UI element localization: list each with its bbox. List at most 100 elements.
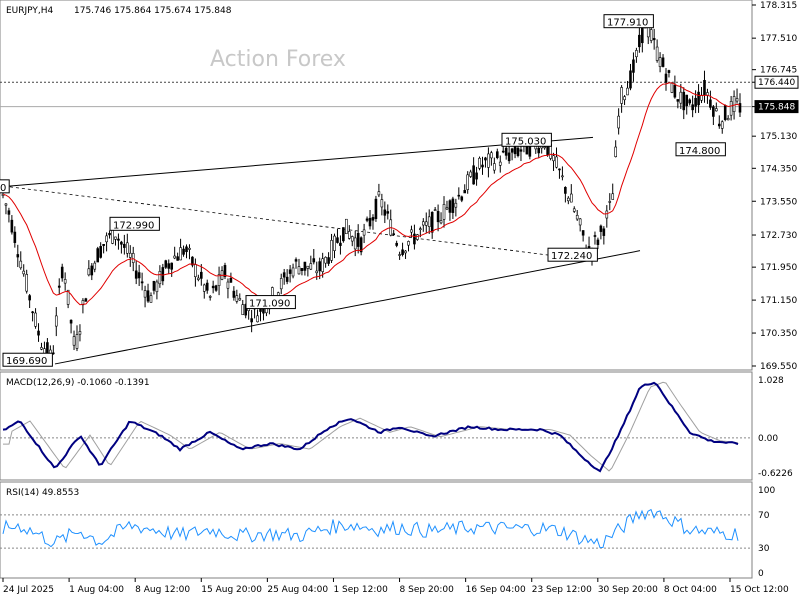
candle-body: [493, 163, 496, 171]
candle-body: [694, 97, 697, 107]
candle-body: [359, 237, 363, 253]
candle-body: [342, 227, 345, 242]
candle-body: [232, 290, 236, 298]
candle-body: [309, 263, 313, 270]
candle-body: [498, 161, 502, 166]
candle-body: [327, 257, 330, 264]
candle-body: [427, 216, 431, 227]
candle-body: [318, 261, 322, 272]
candle-body: [182, 248, 185, 255]
candle-body: [303, 261, 307, 271]
candle-body: [635, 50, 638, 58]
candle-body: [735, 98, 739, 102]
moving-average: [2, 82, 741, 306]
price-box: [754, 75, 799, 89]
candle-body: [555, 156, 558, 168]
annotation-label: 171.090: [249, 299, 290, 310]
candle-body: [22, 270, 26, 275]
candle-body: [200, 271, 203, 279]
x-tick-label: 23 Sep 12:00: [532, 585, 592, 595]
candle-body: [596, 239, 600, 245]
candle-body: [179, 247, 182, 261]
annotation-label: 169.690: [6, 356, 47, 367]
candle-body: [158, 271, 162, 285]
candle-body: [395, 242, 398, 246]
candle-body: [123, 243, 126, 248]
candle-body: [543, 146, 546, 149]
candle-body: [185, 246, 188, 253]
candle-body: [386, 211, 390, 214]
candle-body: [732, 96, 736, 112]
candle-body: [105, 235, 108, 243]
candle-body: [37, 330, 40, 336]
candle-body: [152, 280, 156, 291]
main-panel[interactable]: [0, 0, 753, 371]
candle-body: [362, 229, 366, 236]
candle-body: [401, 249, 404, 255]
annotation-box: [547, 247, 598, 262]
candle-body: [353, 237, 357, 250]
candle-body: [472, 165, 475, 185]
candle-body: [350, 236, 354, 242]
candle-body: [128, 252, 132, 258]
candle-body: [333, 235, 336, 251]
candle-body: [31, 311, 34, 314]
candle-body: [374, 198, 378, 219]
candle-body: [300, 268, 304, 271]
candle-body: [40, 347, 43, 350]
candle-body: [410, 229, 413, 233]
candle-body: [282, 272, 286, 278]
candle-body: [214, 285, 218, 291]
candle-body: [102, 243, 105, 246]
annotation-label: 174.800: [679, 146, 720, 157]
candle-body: [69, 319, 73, 324]
candle-body: [63, 279, 67, 284]
candle-body: [564, 187, 567, 194]
candle-body: [235, 295, 239, 302]
annotations: 177.910 175.030 174.800 172.990 172.240 171.0…: [0, 14, 726, 367]
candle-body: [652, 38, 656, 41]
candle-body: [424, 221, 428, 226]
candle-body: [569, 193, 573, 203]
candle-body: [96, 248, 100, 263]
candle-body: [202, 284, 206, 292]
candle-body: [676, 99, 680, 102]
candle-body: [377, 191, 381, 196]
candle-body: [421, 221, 425, 226]
annotation-label: 177.910: [607, 18, 648, 29]
candle-body: [143, 290, 147, 298]
candle-body: [336, 237, 339, 243]
candle-body: [605, 210, 609, 219]
candle-body: [738, 103, 742, 113]
candle-body: [712, 106, 715, 117]
candle-body: [34, 312, 37, 327]
rsi-lines: [0, 508, 752, 549]
candle-body: [561, 175, 564, 178]
annotation-label: 175.030: [505, 136, 546, 147]
candle-body: [552, 155, 555, 162]
candle-body: [170, 262, 174, 270]
candle-body: [620, 87, 623, 104]
annotation-box: [675, 142, 726, 157]
candle-body: [445, 207, 449, 210]
candle-body: [208, 296, 212, 298]
candle-body: [330, 240, 333, 261]
candle-body: [120, 241, 123, 245]
rsi-line: [2, 508, 739, 549]
candle-body: [478, 157, 481, 169]
candle-body: [469, 171, 472, 177]
candle-body: [709, 99, 712, 108]
y-tick-label: 177.510: [760, 34, 797, 44]
candle-body: [558, 168, 561, 171]
candle-body: [442, 204, 446, 220]
candle-body: [205, 282, 209, 291]
y-tick-label: 171.950: [760, 263, 797, 273]
rsi-panel[interactable]: [0, 481, 753, 579]
candle-body: [632, 59, 635, 73]
candle-body: [75, 334, 79, 349]
candle-body: [368, 217, 372, 227]
candle-body: [271, 287, 274, 297]
candle-body: [10, 219, 14, 233]
macd-title: MACD(12,26,9) -0.1060 -0.1391: [6, 378, 150, 388]
